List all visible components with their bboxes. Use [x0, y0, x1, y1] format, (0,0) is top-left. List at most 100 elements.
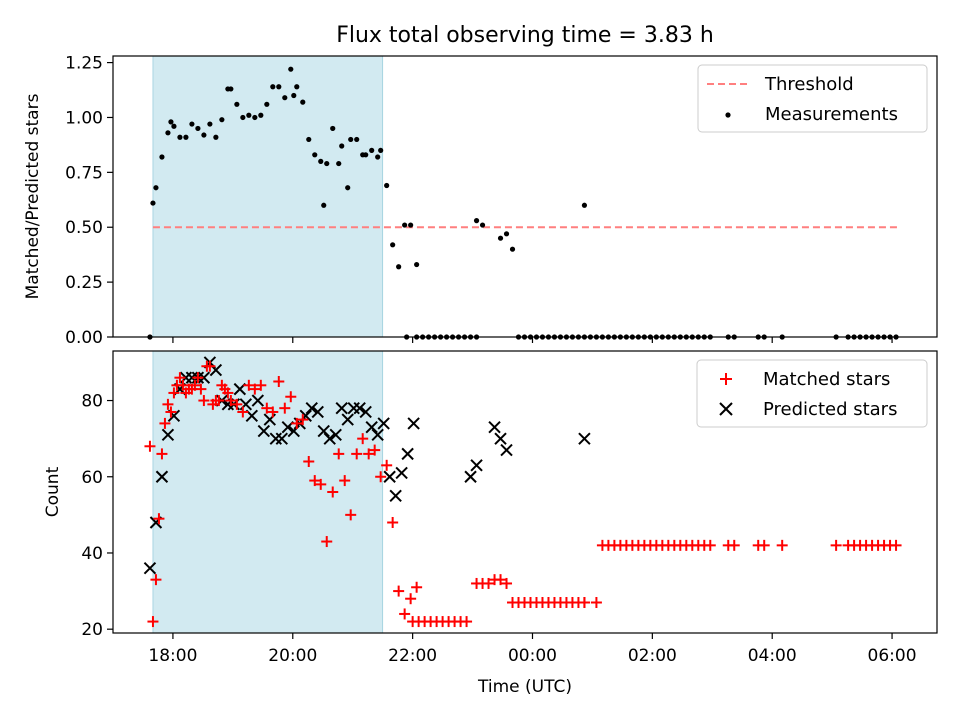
count-plot-area — [143, 356, 902, 628]
measurement-point — [384, 182, 390, 189]
ratio-y-tick-label: 0.75 — [65, 163, 103, 183]
x-tick-label: 20:00 — [268, 646, 317, 666]
matched-star-point — [501, 577, 513, 589]
x-tick-label: 04:00 — [748, 646, 797, 666]
predicted-star-point — [305, 401, 318, 415]
matched-star-point — [285, 391, 297, 403]
count-y-tick-label: 20 — [81, 620, 103, 640]
x-tick-label: 18:00 — [148, 646, 197, 666]
matched-star-point — [255, 379, 267, 391]
legend-predicted-label: Predicted stars — [763, 399, 897, 420]
measurement-point — [497, 235, 504, 241]
count-legend: Matched stars Predicted stars — [696, 359, 928, 428]
measurement-point — [473, 218, 480, 224]
predicted-star-point — [407, 417, 420, 430]
ratio-y-tick-label: 1.25 — [65, 54, 103, 74]
predicted-star-point — [257, 424, 271, 438]
count-x-axis: 18:00 20:00 22:00 00:00 02:00 04:00 06:00 — [148, 633, 917, 666]
measurement-point — [183, 134, 189, 140]
predicted-star-point — [464, 470, 477, 483]
measurement-point — [369, 147, 375, 153]
count-axes-frame — [112, 350, 938, 634]
matched-star-point — [222, 387, 234, 399]
measurement-point — [195, 125, 201, 132]
predicted-star-point — [395, 466, 408, 480]
matched-star-point — [578, 597, 590, 609]
predicted-star-point — [371, 428, 384, 442]
matched-star-point — [261, 402, 273, 414]
measurement-point — [219, 117, 225, 123]
observing-window-shade — [152, 350, 384, 634]
ratio-axes-frame — [112, 55, 938, 338]
legend-matched-swatch — [720, 373, 732, 385]
measurement-point — [300, 99, 306, 105]
ratio-y-tick-label: 1.00 — [65, 108, 103, 128]
predicted-star-point — [494, 432, 507, 445]
count-y-tick-label: 60 — [81, 468, 103, 488]
matched-star-point — [198, 395, 210, 407]
predicted-star-point — [323, 432, 336, 445]
matched-star-point — [195, 383, 207, 395]
predicted-star-point — [377, 417, 390, 430]
x-axis-label: Time (UTC) — [477, 677, 572, 697]
matched-star-point — [357, 433, 369, 445]
matched-star-point — [174, 372, 186, 384]
measurement-point — [396, 264, 402, 270]
matched-star-point — [333, 448, 345, 460]
matched-star-point — [590, 597, 602, 609]
measurement-point — [240, 114, 246, 121]
predicted-star-point — [578, 432, 591, 445]
measurement-point — [509, 246, 516, 252]
matched-star-point — [162, 398, 174, 410]
count-y-tick-label: 40 — [81, 544, 103, 564]
measurement-point — [264, 101, 270, 107]
legend-measurements-label: Measurements — [765, 104, 898, 125]
matched-star-point — [213, 395, 225, 407]
measurement-point — [177, 134, 183, 140]
count-y-label: Count — [43, 466, 63, 517]
predicted-star-point — [197, 371, 211, 384]
measurement-point — [168, 119, 174, 125]
legend-predicted-swatch — [719, 402, 733, 416]
matched-star-point — [776, 539, 788, 551]
matched-star-point — [351, 448, 363, 460]
matched-star-point — [483, 577, 495, 589]
ratio-y-axis: 0.00 0.25 0.50 0.75 1.00 1.25 — [65, 54, 113, 348]
count-y-axis: 20 40 60 80 — [81, 392, 113, 640]
matched-star-point — [339, 475, 351, 487]
matched-star-point — [150, 574, 162, 586]
matched-star-point — [345, 509, 357, 521]
measurement-point — [291, 92, 297, 99]
predicted-star-point — [401, 447, 414, 461]
measurement-point — [330, 125, 336, 132]
predicted-star-point — [329, 428, 342, 442]
matched-star-point — [303, 456, 315, 468]
predicted-star-point — [143, 562, 157, 575]
measurement-point — [246, 112, 252, 118]
predicted-star-point — [359, 405, 372, 419]
measurement-point — [252, 114, 258, 121]
measurement-point — [318, 158, 324, 164]
x-tick-label: 22:00 — [388, 646, 437, 666]
measurement-point — [294, 84, 300, 90]
measurement-point — [375, 154, 381, 160]
matched-star-point — [399, 608, 411, 620]
ratio-y-tick-label: 0.00 — [65, 328, 103, 348]
matched-star-point — [156, 448, 168, 460]
predicted-star-point — [251, 394, 265, 407]
predicted-star-point — [353, 401, 366, 415]
x-tick-label: 06:00 — [868, 646, 917, 666]
measurement-point — [306, 136, 312, 143]
matched-star-point — [363, 448, 375, 460]
matched-star-point — [231, 398, 243, 410]
matched-star-point — [144, 440, 156, 452]
ratio-x-ticks — [172, 337, 893, 343]
matched-star-point — [225, 395, 237, 407]
measurement-point — [201, 132, 207, 138]
matched-star-point — [147, 616, 159, 628]
x-tick-label: 02:00 — [628, 646, 677, 666]
measurement-point — [408, 222, 414, 228]
measurement-point — [345, 185, 351, 191]
matched-star-point — [189, 379, 201, 391]
